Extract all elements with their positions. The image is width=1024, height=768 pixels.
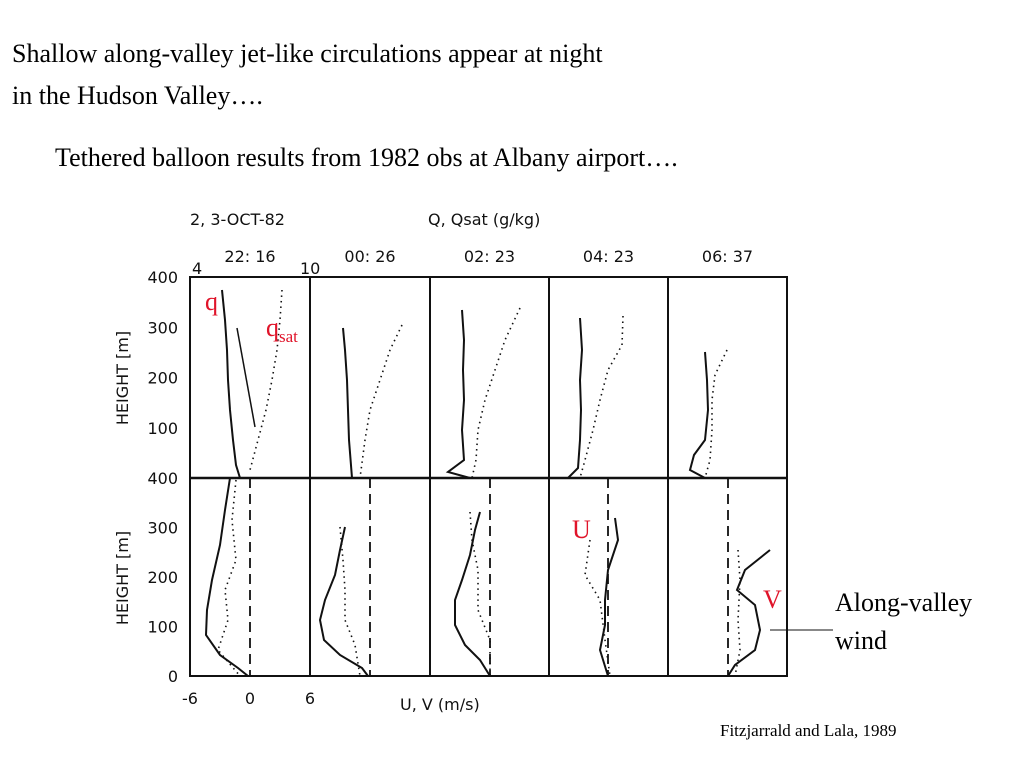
qsat-sub: sat — [279, 327, 298, 346]
time-label: 22: 16 — [224, 247, 275, 266]
q-label: q — [205, 287, 218, 316]
y-axis-label: HEIGHT [m] — [113, 331, 132, 425]
qsat-main: q — [266, 313, 279, 342]
y-tick-label: 200 — [147, 369, 178, 388]
along-valley-label: Along-valley — [835, 588, 972, 617]
subheading: Tethered balloon results from 1982 obs a… — [55, 143, 678, 172]
frame — [189, 276, 788, 677]
y-axis-label: HEIGHT [m] — [113, 531, 132, 625]
y-tick-label: 300 — [147, 318, 178, 337]
heading-line: in the Hudson Valley…. — [12, 81, 263, 110]
heading-line: Shallow along-valley jet-like circulatio… — [12, 39, 603, 68]
figure: 2, 3-OCT-82 Q, Qsat (g/kg) 4 10 HEIGHT [… — [113, 210, 788, 714]
qsat-label: qsat — [266, 313, 298, 346]
x-tick-label: 0 — [245, 689, 255, 708]
q-range-label: 10 — [300, 259, 320, 278]
wind-label: wind — [835, 626, 887, 655]
y-tick-label: 400 — [147, 469, 178, 488]
y-tick-label: 0 — [168, 667, 178, 686]
x-tick-label: -6 — [182, 689, 198, 708]
time-label: 00: 26 — [344, 247, 395, 266]
x-tick-label: 6 — [305, 689, 315, 708]
y-tick-label: 300 — [147, 519, 178, 538]
time-label: 04: 23 — [583, 247, 634, 266]
panel-dividers — [309, 277, 669, 676]
x-axis-label: U, V (m/s) — [400, 695, 480, 714]
citation: Fitzjarrald and Lala, 1989 — [720, 721, 897, 740]
y-tick-label: 400 — [147, 268, 178, 287]
y-tick-label: 100 — [147, 419, 178, 438]
q-range-label: 4 — [192, 259, 202, 278]
date-label: 2, 3-OCT-82 — [190, 210, 285, 229]
v-label: V — [763, 585, 782, 614]
top-axis-label: Q, Qsat (g/kg) — [428, 210, 540, 229]
y-tick-label: 200 — [147, 568, 178, 587]
u-label: U — [572, 515, 591, 544]
y-tick-label: 100 — [147, 618, 178, 637]
time-label: 06: 37 — [702, 247, 753, 266]
profiles — [204, 289, 771, 677]
time-label: 02: 23 — [464, 247, 515, 266]
